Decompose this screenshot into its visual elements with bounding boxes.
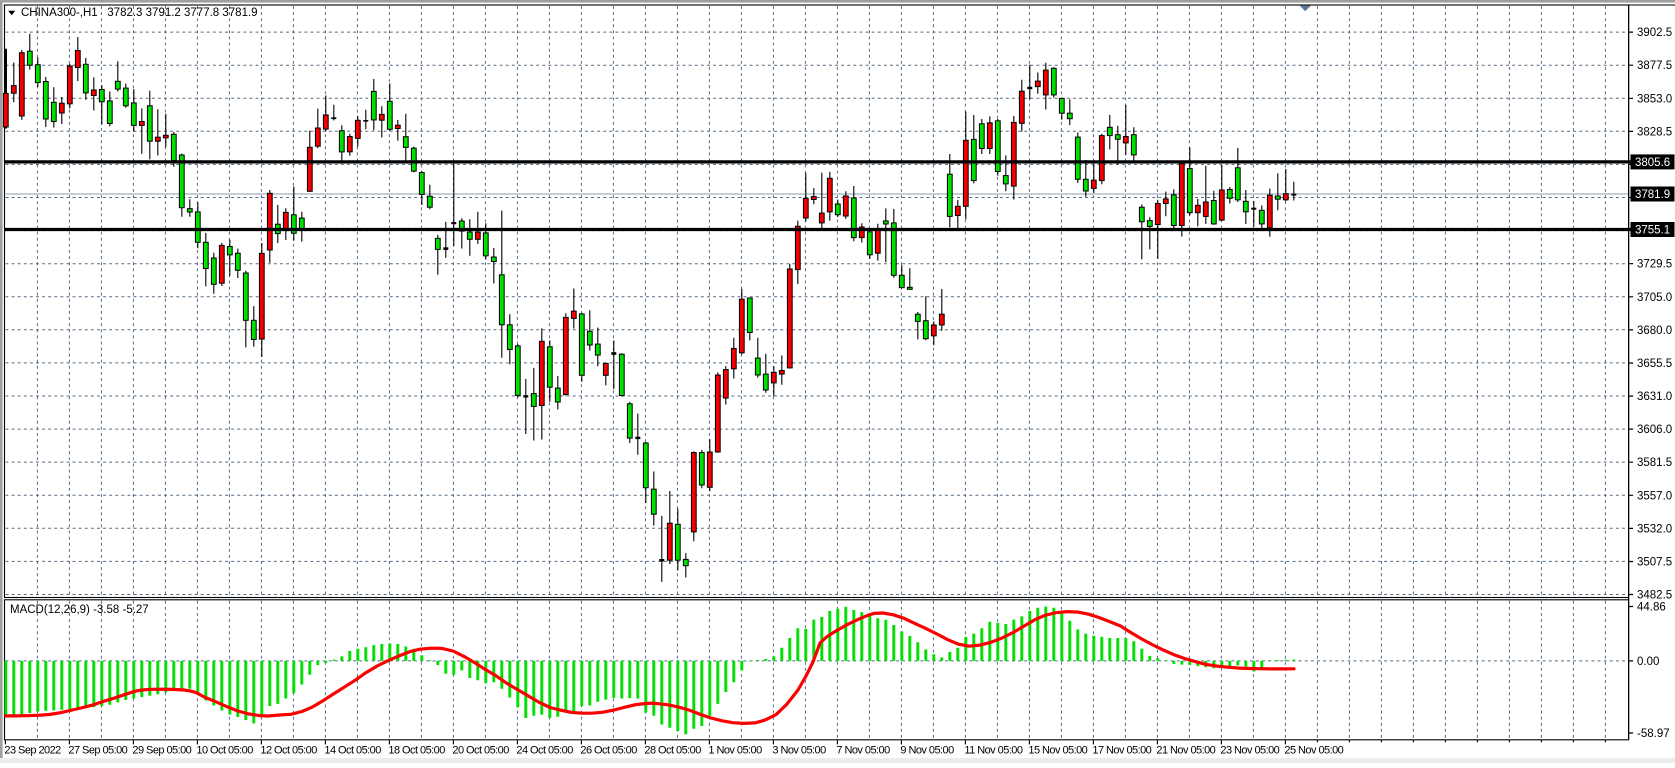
- svg-text:27 Sep 05:00: 27 Sep 05:00: [68, 745, 127, 757]
- svg-text:23 Sep 2022: 23 Sep 2022: [4, 745, 61, 757]
- svg-text:3680.0: 3680.0: [1637, 325, 1672, 337]
- svg-text:3805.6: 3805.6: [1635, 157, 1670, 169]
- svg-text:3705.0: 3705.0: [1637, 292, 1672, 304]
- svg-text:7 Nov 05:00: 7 Nov 05:00: [836, 745, 890, 757]
- svg-text:3902.5: 3902.5: [1637, 27, 1672, 39]
- svg-text:MACD(12,26,9) -3.58 -5.27: MACD(12,26,9) -3.58 -5.27: [10, 604, 149, 616]
- svg-text:29 Sep 05:00: 29 Sep 05:00: [132, 745, 191, 757]
- svg-text:25 Nov 05:00: 25 Nov 05:00: [1284, 745, 1343, 757]
- svg-text:3 Nov 05:00: 3 Nov 05:00: [772, 745, 826, 757]
- svg-text:3507.5: 3507.5: [1637, 557, 1672, 569]
- svg-text:3482.5: 3482.5: [1637, 590, 1672, 602]
- svg-text:3853.0: 3853.0: [1637, 93, 1672, 105]
- svg-text:21 Nov 05:00: 21 Nov 05:00: [1156, 745, 1215, 757]
- svg-text:11 Nov 05:00: 11 Nov 05:00: [964, 745, 1022, 757]
- svg-text:15 Nov 05:00: 15 Nov 05:00: [1028, 745, 1087, 757]
- svg-text:3755.1: 3755.1: [1635, 225, 1670, 237]
- svg-text:12 Oct 05:00: 12 Oct 05:00: [260, 745, 317, 757]
- svg-text:10 Oct 05:00: 10 Oct 05:00: [196, 745, 253, 757]
- svg-text:3877.5: 3877.5: [1637, 60, 1672, 72]
- svg-text:3557.0: 3557.0: [1637, 490, 1672, 502]
- svg-text:20 Oct 05:00: 20 Oct 05:00: [452, 745, 509, 757]
- svg-text:26 Oct 05:00: 26 Oct 05:00: [580, 745, 637, 757]
- svg-text:-58.97: -58.97: [1637, 728, 1670, 740]
- svg-text:3781.9: 3781.9: [1635, 189, 1670, 201]
- svg-text:3631.0: 3631.0: [1637, 391, 1672, 403]
- svg-text:24 Oct 05:00: 24 Oct 05:00: [516, 745, 573, 757]
- svg-text:3532.0: 3532.0: [1637, 523, 1672, 535]
- svg-text:23 Nov 05:00: 23 Nov 05:00: [1220, 745, 1279, 757]
- svg-text:44.86: 44.86: [1637, 602, 1666, 614]
- svg-text:CHINA300-,H1 3782.3 3791.2 3: CHINA300-,H1 3782.3 3791.2 3777.8 3781.9: [21, 7, 258, 19]
- svg-text:3828.5: 3828.5: [1637, 126, 1672, 138]
- svg-text:0.00: 0.00: [1637, 656, 1659, 668]
- svg-text:3729.5: 3729.5: [1637, 259, 1672, 271]
- svg-text:17 Nov 05:00: 17 Nov 05:00: [1092, 745, 1151, 757]
- svg-text:9 Nov 05:00: 9 Nov 05:00: [900, 745, 954, 757]
- svg-text:3606.0: 3606.0: [1637, 424, 1672, 436]
- svg-text:28 Oct 05:00: 28 Oct 05:00: [644, 745, 701, 757]
- svg-text:3581.5: 3581.5: [1637, 457, 1672, 469]
- svg-text:18 Oct 05:00: 18 Oct 05:00: [388, 745, 445, 757]
- svg-text:14 Oct 05:00: 14 Oct 05:00: [324, 745, 381, 757]
- svg-text:3655.5: 3655.5: [1637, 358, 1672, 370]
- svg-text:1 Nov 05:00: 1 Nov 05:00: [708, 745, 762, 757]
